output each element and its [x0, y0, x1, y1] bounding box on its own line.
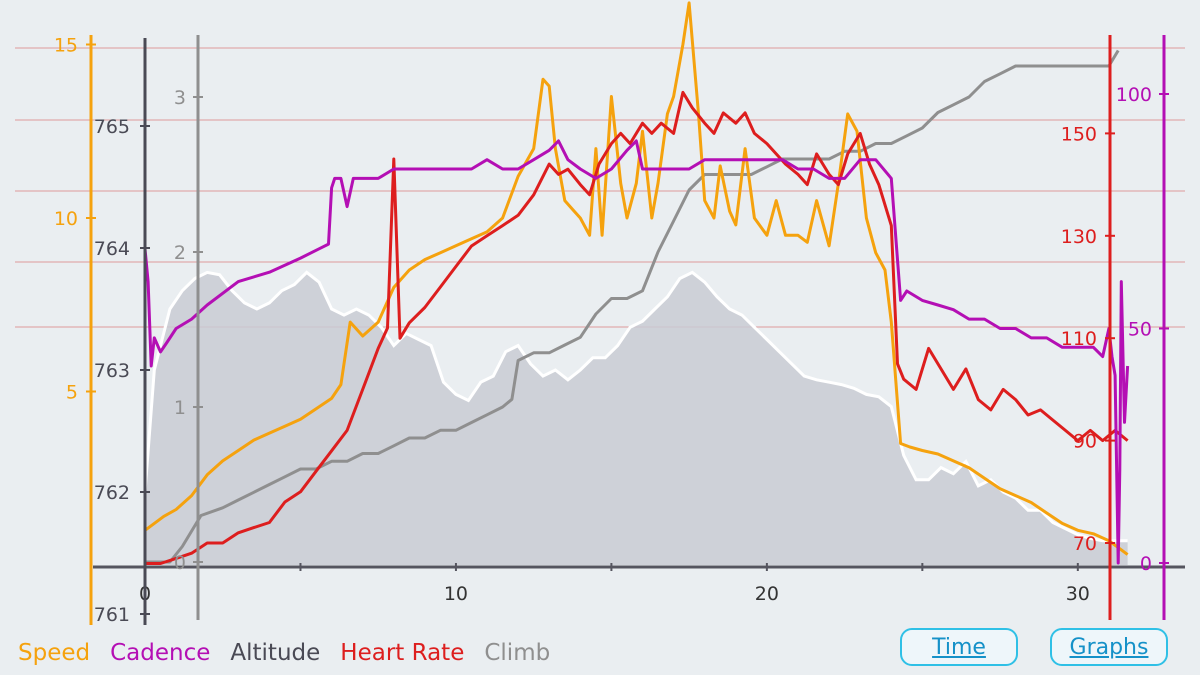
climb-axis-tick-label: 3 — [174, 87, 186, 109]
heart-rate-axis-tick-label: 150 — [1061, 123, 1097, 145]
legend-cadence: Cadence — [110, 640, 211, 666]
legend-climb: Climb — [484, 640, 551, 666]
climb-axis-tick-label: 1 — [174, 397, 186, 419]
chart-axes: 0 10 20 30 5 10 15 761 762 763 764 765 0 1 2 3 70 90 110 13… — [54, 35, 1185, 625]
cadence-axis-tick-label: 0 — [1140, 553, 1152, 575]
speed-axis-tick-label: 15 — [54, 35, 78, 57]
heart-rate-axis-tick-label: 90 — [1073, 431, 1097, 453]
altitude-axis-tick-label: 763 — [94, 360, 130, 382]
altitude-axis-tick-label: 762 — [94, 482, 130, 504]
series-altitude-line — [143, 270, 1128, 543]
climb-axis-tick-label: 0 — [174, 552, 186, 574]
chart: 0 10 20 30 5 10 15 761 762 763 764 765 0 1 2 3 70 90 110 13… — [15, 1, 1185, 625]
series-heart-rate-line — [145, 90, 1129, 565]
altitude-axis-tick-label: 765 — [94, 116, 130, 138]
legend-heart-rate: Heart Rate — [340, 640, 465, 666]
altitude-axis-tick-label: 761 — [94, 604, 130, 625]
altitude-axis-tick-label: 764 — [94, 238, 130, 260]
speed-axis-tick-label: 5 — [66, 382, 78, 404]
x-tick-label: 30 — [1066, 583, 1090, 605]
series-speed-line — [144, 1, 1129, 556]
legend-speed: Speed — [18, 640, 91, 666]
series-altitude-area — [145, 272, 1128, 565]
x-tick-label: 20 — [755, 583, 779, 605]
cadence-axis-tick-label: 50 — [1128, 319, 1152, 341]
heart-rate-axis-tick-label: 130 — [1061, 226, 1097, 248]
chart-legend: Speed Cadence Altitude Heart Rate Climb — [18, 640, 570, 666]
cadence-axis-tick-label: 100 — [1116, 84, 1152, 106]
graphs-button[interactable]: Graphs — [1050, 628, 1168, 666]
x-tick-label: 10 — [444, 583, 468, 605]
speed-axis-tick-label: 10 — [54, 208, 78, 230]
legend-altitude: Altitude — [230, 640, 321, 666]
climb-axis-tick-label: 2 — [174, 242, 186, 264]
heart-rate-axis-tick-label: 70 — [1073, 533, 1097, 555]
time-button[interactable]: Time — [900, 628, 1018, 666]
series-climb-line — [145, 49, 1120, 564]
heart-rate-axis-tick-label: 110 — [1061, 328, 1097, 350]
series-cadence-line — [143, 139, 1130, 565]
